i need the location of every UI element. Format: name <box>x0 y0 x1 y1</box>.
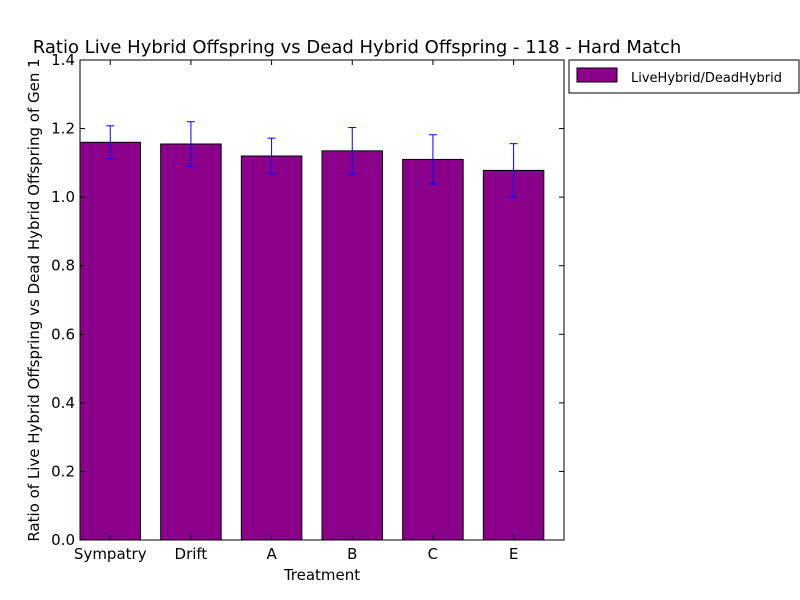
y-tick-label: 0.6 <box>51 325 75 343</box>
x-tick-label: Drift <box>175 545 208 563</box>
y-tick-label: 0.2 <box>51 462 75 480</box>
legend: LiveHybrid/DeadHybrid <box>568 59 800 94</box>
x-tick-label: Sympatry <box>74 545 147 563</box>
x-tick-label: E <box>509 545 518 563</box>
error-bars-group <box>106 121 518 198</box>
bar <box>240 155 303 541</box>
chart-title: Ratio Live Hybrid Offspring vs Dead Hybr… <box>33 37 682 58</box>
y-axis: 0.0 0.2 0.4 0.6 0.8 1.0 1.2 1.4 <box>51 51 564 549</box>
bar <box>321 150 383 541</box>
bar <box>402 158 464 541</box>
bar <box>482 169 545 541</box>
x-tick-label: B <box>347 545 357 563</box>
x-tick-label: C <box>428 545 438 563</box>
plot-frame <box>79 59 565 541</box>
y-tick-label: 0.0 <box>51 531 75 549</box>
bar <box>79 141 141 541</box>
y-tick-label: 0.4 <box>51 394 75 412</box>
legend-entry-label: LiveHybrid/DeadHybrid <box>631 71 782 86</box>
y-tick-label: 0.8 <box>51 257 75 275</box>
y-tick-label: 1.2 <box>51 120 75 138</box>
x-axis: Sympatry Drift A B C E <box>74 60 518 563</box>
y-tick-label: 1.0 <box>51 188 75 206</box>
bars-group <box>79 141 545 541</box>
bar <box>160 143 222 541</box>
legend-swatch <box>576 67 618 83</box>
y-tick-label: 1.4 <box>51 51 75 69</box>
x-tick-label: A <box>266 545 277 563</box>
x-axis-label: Treatment <box>283 566 360 584</box>
y-axis-label: Ratio of Live Hybrid Offspring vs Dead H… <box>25 58 43 541</box>
